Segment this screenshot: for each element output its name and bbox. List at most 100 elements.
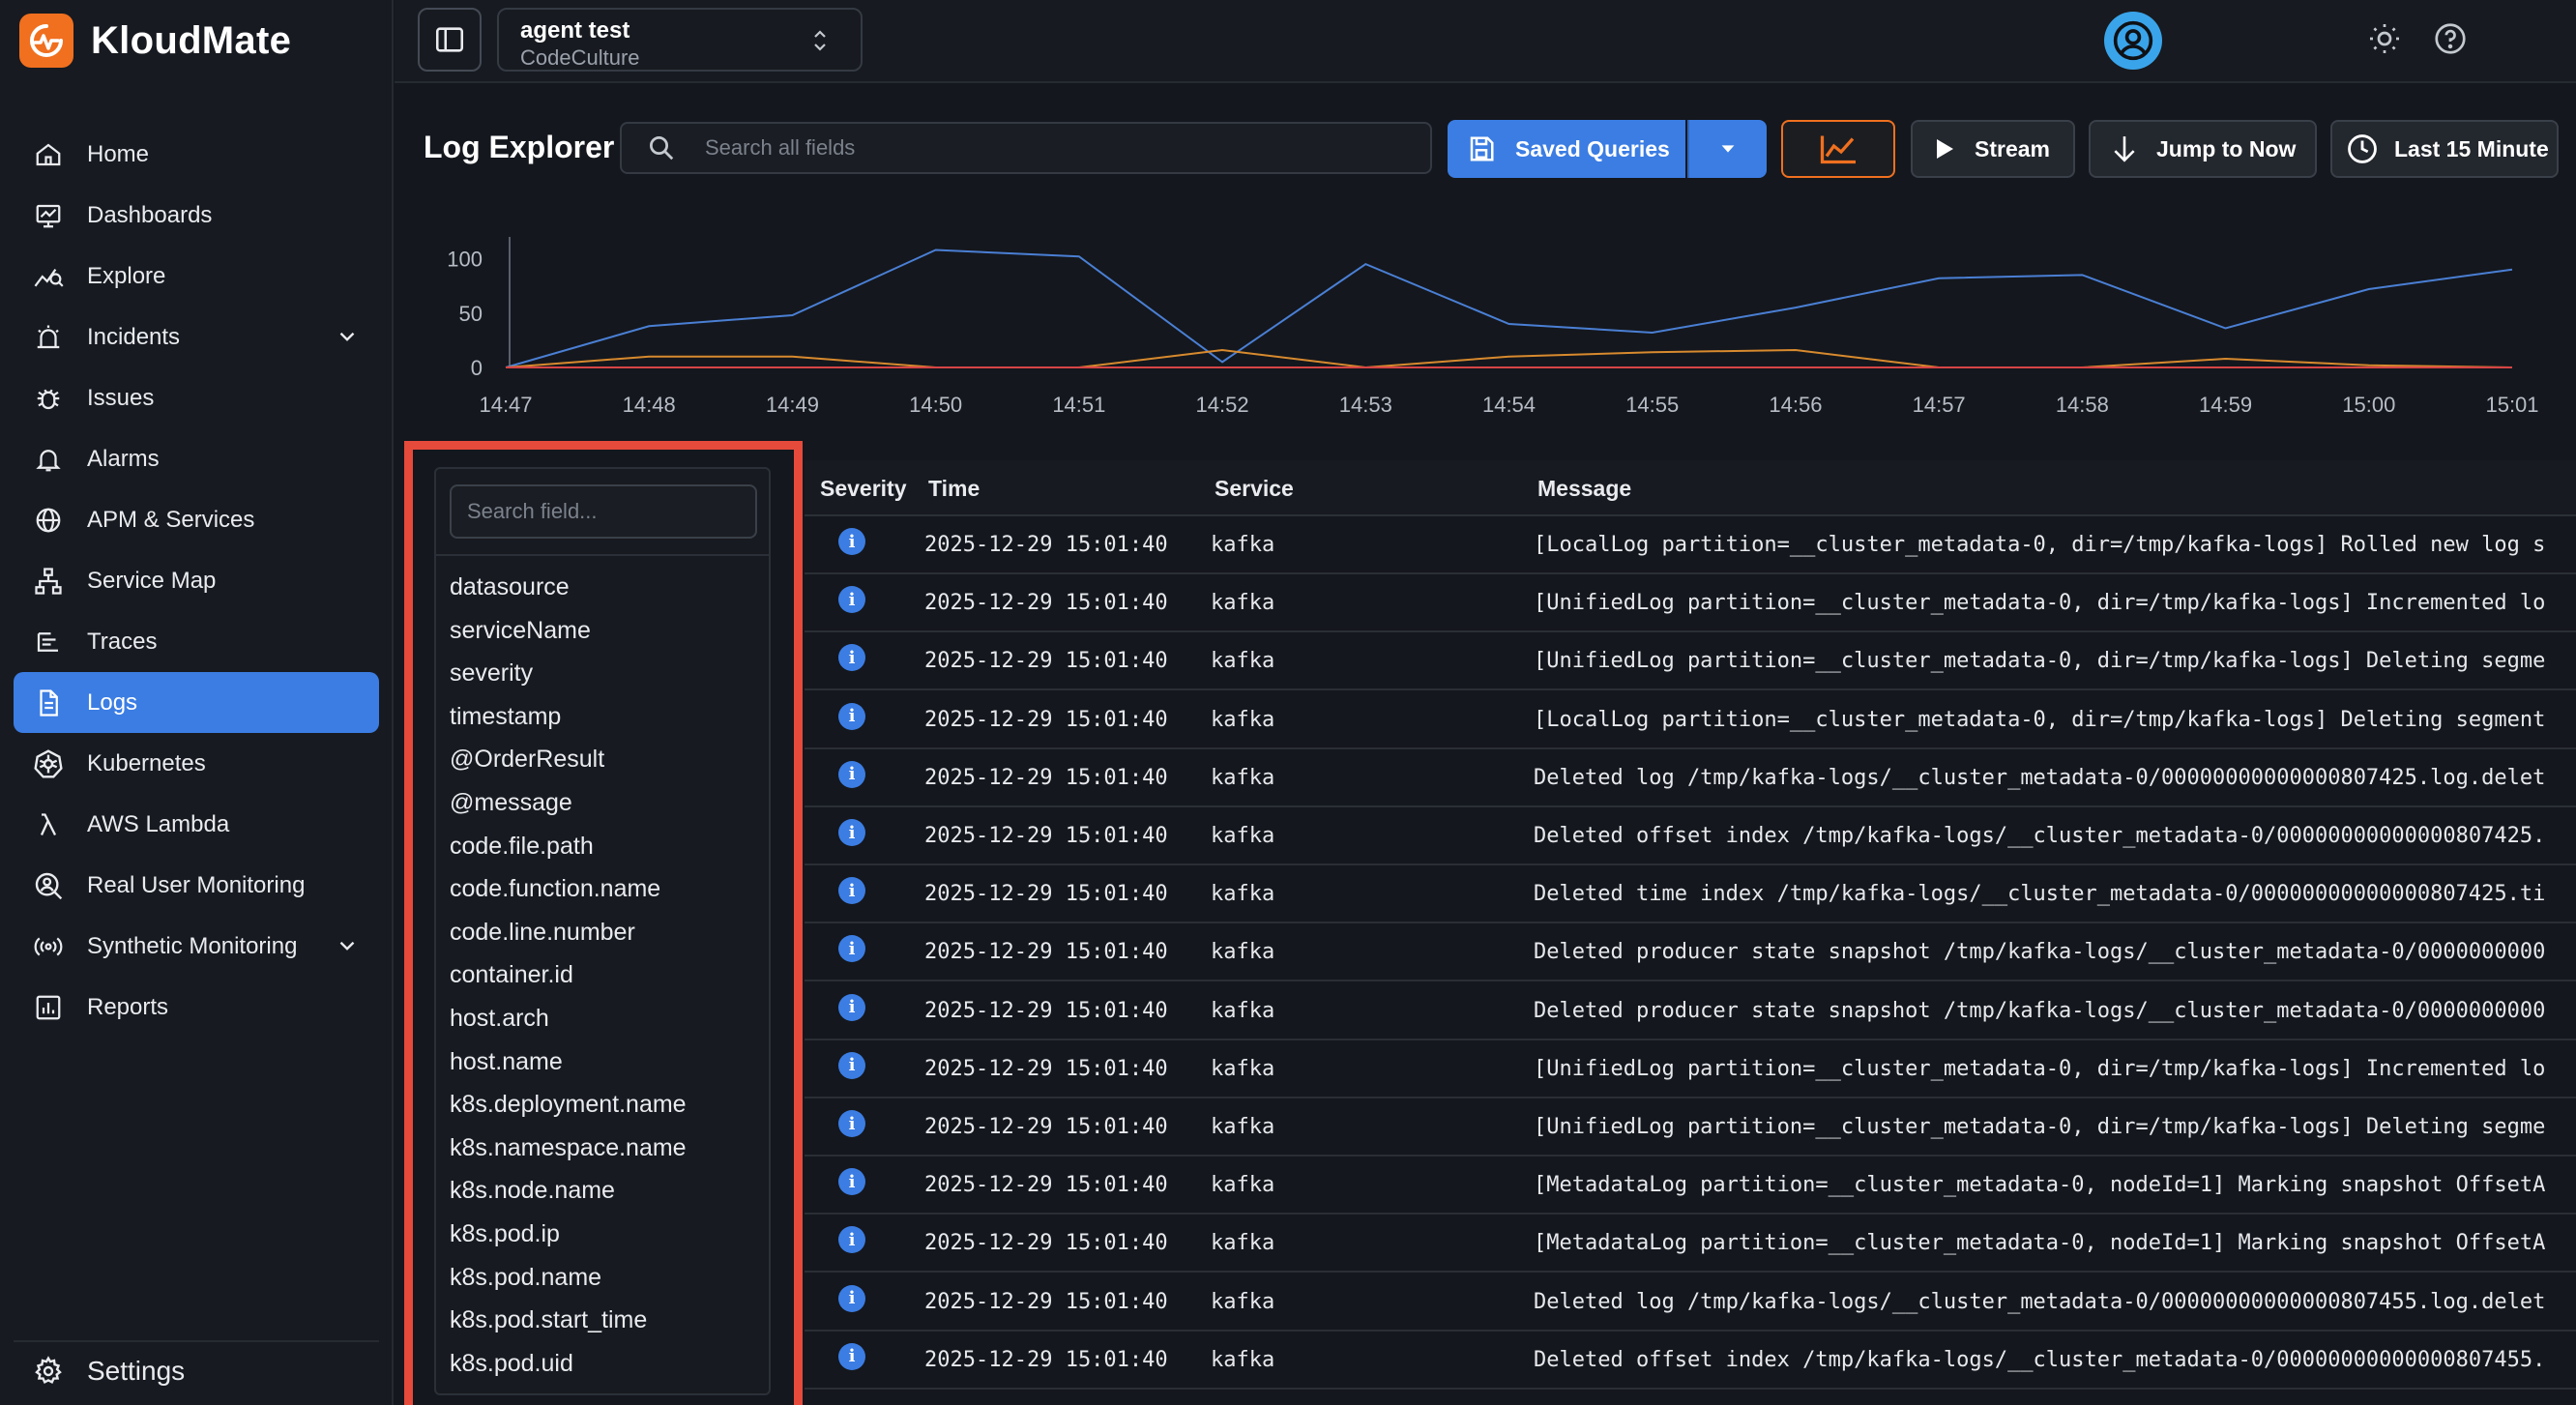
sidebar-item-incidents[interactable]: Incidents <box>14 307 379 367</box>
field-item[interactable]: code.function.name <box>450 875 661 903</box>
table-row[interactable]: i 2025-12-29 15:01:40 kafka [UnifiedLog par… <box>805 1098 2576 1156</box>
sidebar-item-service-map[interactable]: Service Map <box>14 550 379 611</box>
column-header-time[interactable]: Time <box>928 476 981 501</box>
table-row[interactable]: i 2025-12-29 15:01:40 kafka [UnifiedLog par… <box>805 632 2576 691</box>
table-row[interactable]: i 2025-12-29 15:01:40 kafka [LocalLog parti… <box>805 516 2576 574</box>
help-icon[interactable] <box>2429 17 2472 60</box>
sidebar-item-home[interactable]: Home <box>14 124 379 185</box>
chart-toggle-button[interactable] <box>1781 120 1895 178</box>
series-line-0 <box>505 249 2513 368</box>
severity-info-icon: i <box>838 644 865 672</box>
x-tick-label: 14:54 <box>1482 393 1536 417</box>
field-item[interactable]: code.line.number <box>450 918 635 946</box>
field-item[interactable]: host.arch <box>450 1004 549 1032</box>
search-input[interactable] <box>705 135 1401 161</box>
x-tick-label: 14:49 <box>766 393 819 417</box>
chevron-down-icon[interactable] <box>335 933 360 958</box>
message-text: [LocalLog partition=__cluster_metadata-0… <box>1534 533 2546 557</box>
log-volume-chart[interactable]: 0 50 100 14:47 14:48 14:49 14:50 14:51 14:52 14:5… <box>395 222 2576 435</box>
theme-toggle-sun-icon[interactable] <box>2363 17 2406 60</box>
sidebar-item-reports[interactable]: Reports <box>14 977 379 1038</box>
search-all-fields[interactable] <box>620 122 1432 174</box>
field-item[interactable]: datasource <box>450 573 570 600</box>
field-search-input[interactable] <box>467 499 747 524</box>
field-item[interactable]: k8s.pod.name <box>450 1263 602 1291</box>
severity-info-icon: i <box>838 819 865 846</box>
field-item[interactable]: k8s.pod.start_time <box>450 1306 648 1334</box>
sidebar-toggle-button[interactable] <box>418 8 482 72</box>
x-tick-label: 14:59 <box>2199 393 2252 417</box>
jump-to-now-button[interactable]: Jump to Now <box>2089 120 2317 178</box>
field-item[interactable]: k8s.deployment.name <box>450 1091 687 1119</box>
sidebar-item-label: Service Map <box>87 567 217 594</box>
sidebar-item-synthetic-monitoring[interactable]: Synthetic Monitoring <box>14 916 379 977</box>
field-item[interactable]: severity <box>450 659 534 688</box>
table-row[interactable]: i 2025-12-29 15:01:40 kafka [LocalLog parti… <box>805 691 2576 749</box>
brand[interactable]: KloudMate <box>19 14 291 68</box>
chart-svg: 0 50 100 14:47 14:48 14:49 14:50 14:51 14:52 14:5… <box>447 237 2539 417</box>
column-header-severity[interactable]: Severity <box>820 476 907 501</box>
field-item[interactable]: code.file.path <box>450 832 594 860</box>
saved-queries-button[interactable]: Saved Queries <box>1448 120 1685 178</box>
sidebar-item-label: Synthetic Monitoring <box>87 932 298 959</box>
field-search[interactable] <box>450 484 757 539</box>
column-header-service[interactable]: Service <box>1215 476 1294 501</box>
field-item[interactable]: k8s.node.name <box>450 1177 615 1205</box>
sidebar-item-settings[interactable]: Settings <box>14 1340 379 1400</box>
sidebar-item-aws-lambda[interactable]: AWS Lambda <box>14 794 379 855</box>
table-row[interactable]: i 2025-12-29 15:01:40 kafka Deleted log /tm… <box>805 749 2576 807</box>
table-row[interactable]: i 2025-12-29 15:01:40 kafka [MetadataLog pa… <box>805 1156 2576 1215</box>
chevron-down-icon[interactable] <box>335 324 360 349</box>
table-row[interactable]: i 2025-12-29 15:01:40 kafka [UnifiedLog par… <box>805 1040 2576 1098</box>
field-item[interactable]: container.id <box>450 961 573 989</box>
saved-queries-dropdown-button[interactable] <box>1687 120 1767 178</box>
table-row[interactable]: i 2025-12-29 15:01:40 kafka Deleted produce… <box>805 923 2576 982</box>
field-item[interactable]: k8s.namespace.name <box>450 1133 687 1161</box>
org-selector[interactable]: agent test CodeCulture <box>497 8 863 72</box>
time-range-label: Last 15 Minute <box>2394 135 2549 161</box>
fields-panel: datasource serviceName severity timestamp @O… <box>434 467 771 1395</box>
table-row[interactable]: i 2025-12-29 15:01:40 kafka Deleted offset … <box>805 1332 2576 1390</box>
field-item[interactable]: @OrderResult <box>450 746 605 774</box>
field-item[interactable]: k8s.pod.uid <box>450 1349 573 1377</box>
sidebar-item-explore[interactable]: Explore <box>14 246 379 307</box>
avatar[interactable] <box>2104 12 2162 70</box>
field-item[interactable]: k8s.pod.ip <box>450 1219 560 1247</box>
table-row[interactable]: i 2025-12-29 15:01:40 kafka Deleted offset … <box>805 807 2576 865</box>
service-cell: kafka <box>1211 1289 1275 1314</box>
column-header-message[interactable]: Message <box>1537 476 1632 501</box>
sidebar-item-kubernetes[interactable]: Kubernetes <box>14 733 379 794</box>
table-row[interactable]: i 2025-12-29 15:01:40 kafka [MetadataLog pa… <box>805 1215 2576 1273</box>
table-row[interactable]: i 2025-12-29 15:01:40 kafka Deleted log /tm… <box>805 1273 2576 1332</box>
table-row[interactable]: i 2025-12-29 15:01:40 kafka Deleted produce… <box>805 982 2576 1040</box>
message-cell: Deleted log /tmp/kafka-logs/__cluster_me… <box>1534 1290 2576 1314</box>
table-row[interactable]: i 2025-12-29 15:01:40 kafka [UnifiedLog par… <box>805 574 2576 633</box>
stream-button[interactable]: Stream <box>1911 120 2075 178</box>
field-item[interactable]: host.name <box>450 1047 563 1075</box>
time-range-button[interactable]: Last 15 Minute <box>2330 120 2559 178</box>
table-row[interactable]: i 2025-12-29 15:01:40 kafka Deleted time in… <box>805 865 2576 924</box>
message-text: [UnifiedLog partition=__cluster_metadata… <box>1534 649 2546 674</box>
message-text: [LocalLog partition=__cluster_metadata-0… <box>1534 707 2546 732</box>
sidebar-item-logs[interactable]: Logs <box>14 672 379 733</box>
sidebar-item-label: Issues <box>87 384 155 411</box>
service-cell: kafka <box>1211 707 1275 732</box>
x-tick-label: 14:52 <box>1196 393 1249 417</box>
time-cell: 2025-12-29 15:01:40 <box>924 998 1168 1023</box>
sidebar-item-apm-services[interactable]: APM & Services <box>14 489 379 550</box>
sidebar-item-real-user-monitoring[interactable]: Real User Monitoring <box>14 855 379 916</box>
sidebar-item-dashboards[interactable]: Dashboards <box>14 185 379 246</box>
service-cell: kafka <box>1211 1056 1275 1081</box>
sidebar-item-issues[interactable]: Issues <box>14 367 379 428</box>
sidebar-item-traces[interactable]: Traces <box>14 611 379 672</box>
gear-icon <box>29 1352 68 1390</box>
user-icon <box>2113 20 2153 61</box>
sidebar-nav: Home Dashboards Explore Incidents Issues… <box>14 124 379 1038</box>
severity-info-icon: i <box>838 993 865 1021</box>
x-tick-label: 14:51 <box>1052 393 1105 417</box>
field-item[interactable]: serviceName <box>450 616 591 644</box>
service-cell: kafka <box>1211 940 1275 965</box>
field-item[interactable]: timestamp <box>450 702 562 730</box>
field-item[interactable]: @message <box>450 788 572 816</box>
sidebar-item-alarms[interactable]: Alarms <box>14 428 379 489</box>
